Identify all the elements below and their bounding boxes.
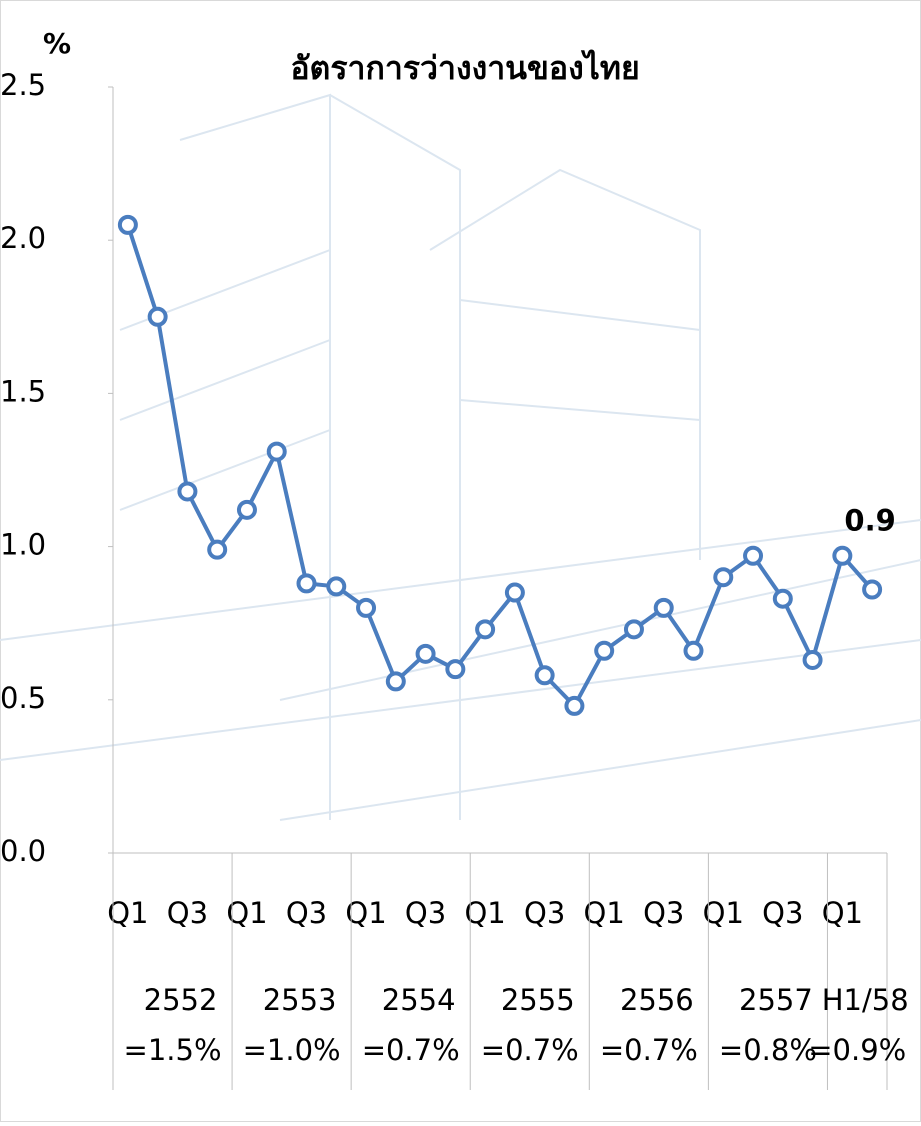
y-tick-label: 2.5 (0, 68, 46, 102)
watermark (0, 93, 921, 821)
data-point (445, 659, 466, 680)
group-label: 2553 (263, 983, 337, 1017)
x-tick-label: Q3 (286, 896, 327, 930)
group-note: =0.7% (481, 1033, 579, 1067)
group-label: 2555 (501, 983, 575, 1017)
y-axis-label: % (43, 27, 71, 60)
data-point (415, 643, 436, 664)
x-tick-label: Q3 (524, 896, 565, 930)
data-point (743, 545, 764, 566)
group-note: =0.7% (600, 1033, 698, 1067)
y-tick-label: 1.5 (0, 374, 46, 408)
group-label: 2554 (382, 983, 456, 1017)
data-point (772, 588, 793, 609)
y-tick-label: 0.5 (0, 681, 46, 715)
data-point (385, 671, 406, 692)
group-label: 2557 (739, 983, 813, 1017)
group-note: =0.9% (808, 1033, 906, 1067)
data-point (177, 481, 198, 502)
group-note: =1.0% (243, 1033, 341, 1067)
data-point (117, 214, 138, 235)
x-tick-label: Q1 (822, 896, 863, 930)
x-tick-label: Q3 (762, 896, 803, 930)
data-point (653, 597, 674, 618)
group-note: =1.5% (124, 1033, 222, 1067)
data-point (207, 539, 228, 560)
group-label: 2552 (144, 983, 218, 1017)
group-label: H1/58 (822, 983, 909, 1017)
data-point (623, 619, 644, 640)
x-tick-label: Q1 (345, 896, 386, 930)
data-label: 0.9 (844, 503, 895, 537)
x-tick-label: Q3 (167, 896, 208, 930)
x-tick-label: Q1 (703, 896, 744, 930)
y-tick-label: 0.0 (0, 834, 46, 868)
group-note: =0.7% (362, 1033, 460, 1067)
data-point (832, 545, 853, 566)
x-tick-label: Q1 (464, 896, 505, 930)
data-point (147, 306, 168, 327)
data-point (683, 640, 704, 661)
data-point (534, 665, 555, 686)
x-tick-label: Q1 (107, 896, 148, 930)
data-point (862, 579, 883, 600)
data-point (594, 640, 615, 661)
data-point (564, 695, 585, 716)
group-label: 2556 (620, 983, 694, 1017)
data-point (236, 499, 257, 520)
data-point (356, 597, 377, 618)
x-tick-label: Q1 (226, 896, 267, 930)
data-point (802, 649, 823, 670)
data-point (326, 576, 347, 597)
chart-title: อัตราการว่างงานของไทย (290, 49, 639, 87)
group-note: =0.8% (719, 1033, 817, 1067)
y-tick-label: 1.0 (0, 528, 46, 562)
x-tick-label: Q1 (584, 896, 625, 930)
data-point (504, 582, 525, 603)
x-tick-label: Q3 (643, 896, 684, 930)
data-point (266, 441, 287, 462)
x-tick-label: Q3 (405, 896, 446, 930)
data-point (713, 567, 734, 588)
data-point (475, 619, 496, 640)
data-point (296, 573, 317, 594)
y-tick-label: 2.0 (0, 221, 46, 255)
